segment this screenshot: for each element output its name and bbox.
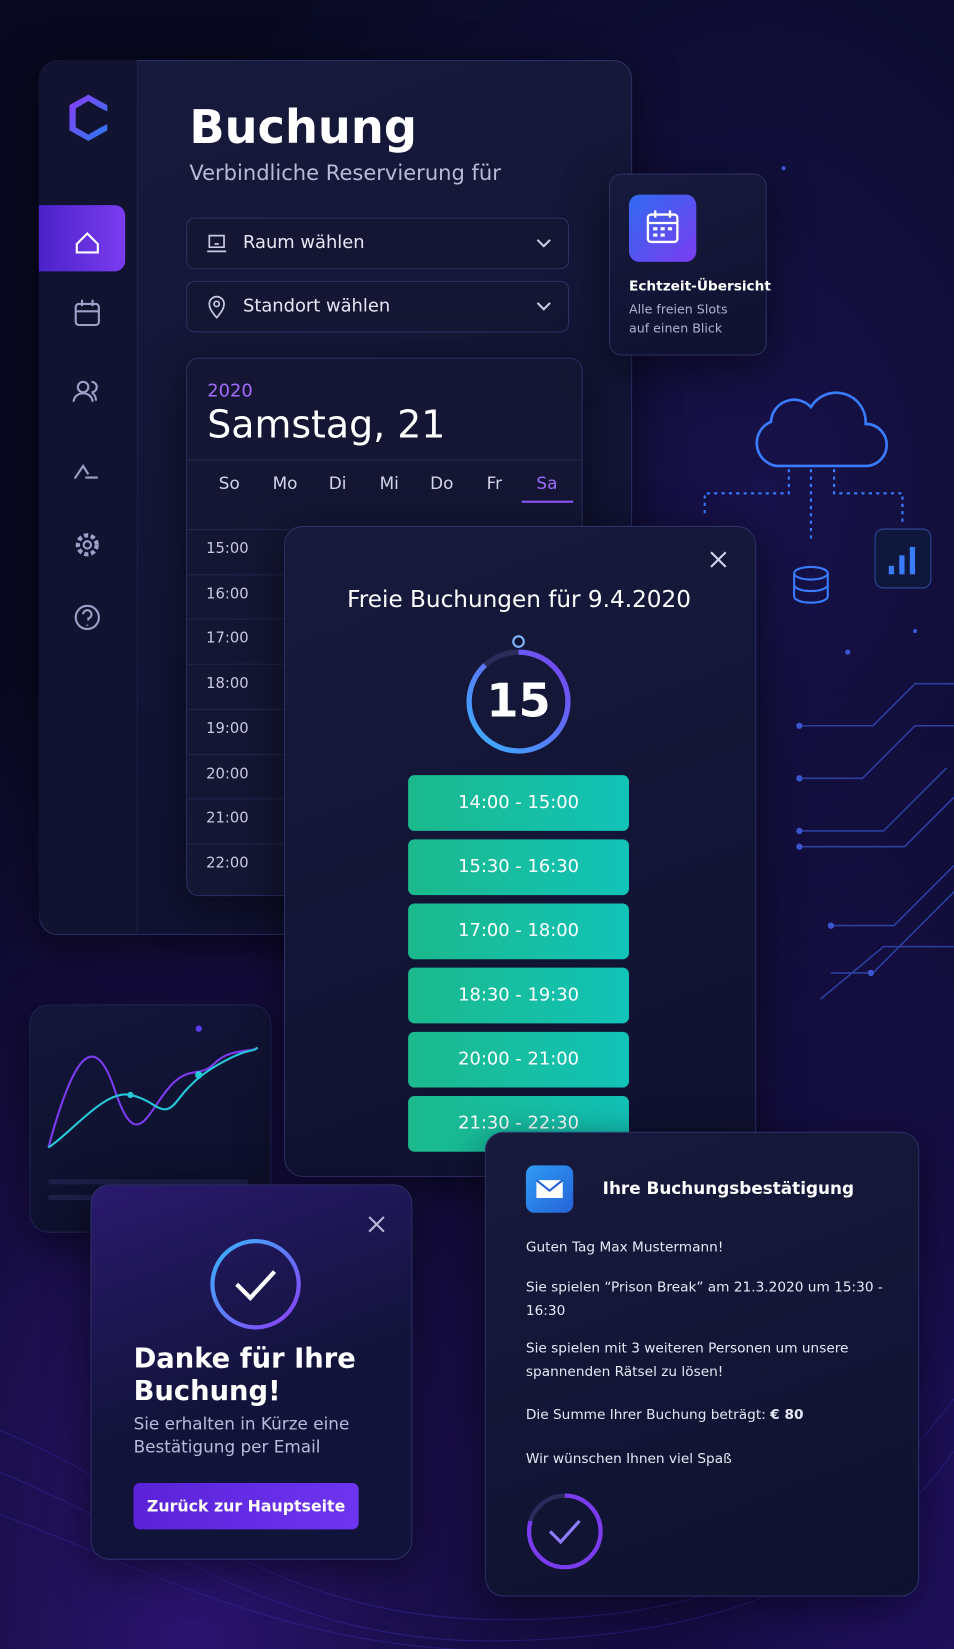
divider [187,459,581,461]
confirmation-title: Ihre Buchungsbestätigung [602,1178,855,1199]
time-slot[interactable]: 17:00 - 18:00 [408,903,629,960]
timer: 15 [486,674,551,728]
nav-stats-icon[interactable] [73,464,98,480]
weekday[interactable]: So [218,473,240,494]
booking-line: Sie spielen mit 3 weiteren Personen um u… [525,1341,849,1380]
realtime-card: Echtzeit-Übersicht Alle freien Slots auf… [608,173,771,356]
time-label: 19:00 [206,720,249,738]
location-icon [208,295,225,319]
page-title: Buchung [189,100,417,155]
confirmation-card: Ihre Buchungsbestätigung Guten Tag Max M… [484,1131,920,1597]
page-subtitle: Verbindliche Reservierung für [189,159,501,186]
sum: € 80 [770,1407,804,1424]
weekday[interactable]: Do [430,473,454,494]
realtime-line: Alle freien Slots [628,301,728,317]
close-button[interactable] [367,1215,386,1234]
calendar-year: 2020 [207,380,253,402]
nav-settings-icon[interactable] [75,533,99,557]
room-icon [207,234,227,253]
time-label: 20:00 [206,765,249,783]
check-icon [210,1239,301,1330]
check-icon [526,1493,603,1570]
time-slot[interactable]: 15:30 - 16:30 [408,839,629,896]
weekday[interactable]: Di [328,473,347,494]
nav-help-icon[interactable] [74,604,100,631]
weekday[interactable]: Mo [272,473,298,494]
thanks-text: Sie erhalten in Kürze eine Bestätigung p… [133,1413,350,1457]
time-label: 21:00 [206,810,249,827]
weekday-underline [521,500,574,503]
time-label: 22:00 [206,854,249,872]
weekday[interactable]: Mi [379,473,399,494]
sum-line: Die Summe Ihrer Buchung beträgt: € 80 [526,1404,884,1427]
calendar-date: Samstag, 21 [207,403,446,448]
realtime-title: Echtzeit-Übersicht [628,278,771,295]
location-select-label: Standort wählen [242,295,391,317]
back-button[interactable]: Zurück zur Hauptseite [133,1483,359,1530]
logo [69,94,108,141]
thanks-title: Danke für Ihre Buchung! [133,1343,356,1408]
booking-line: Sie spielen “Prison Break” am 21.3.2020 … [525,1280,883,1319]
time-slot[interactable]: 14:00 - 15:00 [408,775,629,831]
time-label: 15:00 [206,540,249,558]
time-slot[interactable]: 18:30 - 19:30 [408,967,629,1024]
chevron [536,302,551,311]
realtime-icon [628,194,697,262]
mail-icon [525,1165,574,1213]
circuit-dots [781,166,918,977]
time-label: 18:00 [206,675,249,693]
greeting: Guten Tag Max Mustermann! [525,1240,724,1256]
timer-ring [466,635,571,754]
nav-home-icon[interactable] [75,232,99,254]
db-icon [793,565,829,604]
stats-bars [888,546,916,575]
cloud-links [703,469,904,543]
slots-title: Freie Buchungen für 9.4.2020 [347,586,691,614]
location-select[interactable]: Standort wählen [186,280,570,333]
close-button[interactable] [709,550,728,569]
closing: Wir wünschen Ihnen viel Spaß [525,1451,732,1468]
room-select[interactable]: Raum wählen [186,217,570,270]
sum-label: Die Summe Ihrer Buchung beträgt: [525,1407,766,1424]
nav-calendar-icon[interactable] [74,299,100,327]
time-label: 16:00 [206,585,249,603]
room-select-label: Raum wählen [242,232,365,254]
time-slot[interactable]: 20:00 - 21:00 [408,1031,629,1088]
cloud-icon [755,391,888,468]
time-label: 17:00 [206,630,249,648]
nav-users-icon[interactable] [72,380,98,402]
circuit [799,682,954,1000]
weekday[interactable]: Sa [536,473,558,494]
confirmation-body: Guten Tag Max Mustermann! Sie spielen “P… [526,1237,884,1472]
weekday[interactable]: Fr [486,473,503,494]
chevron [536,239,551,248]
nav-icons [72,232,100,631]
thanks-card: Danke für Ihre Buchung! Sie erhalten in … [90,1184,413,1560]
realtime-line: auf einen Blick [628,320,723,336]
